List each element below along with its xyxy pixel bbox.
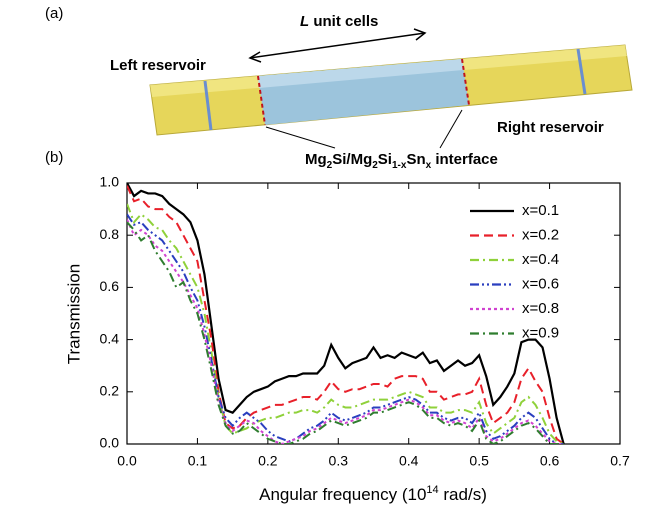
x-tick-label: 0.3 — [329, 453, 349, 469]
interface-sub: 2 — [372, 160, 378, 171]
x-tick-label: 0.2 — [258, 453, 278, 469]
y-tick-label: 1.0 — [100, 174, 120, 190]
length-text: unit cells — [313, 13, 378, 30]
x-label-part: Angular frequency (10 — [259, 485, 426, 504]
x-tick-label: 0.4 — [399, 453, 419, 469]
interface-part: Si/Mg — [332, 151, 372, 168]
legend-label: x=0.2 — [522, 226, 559, 243]
legend-label: x=0.1 — [522, 202, 559, 219]
x-axis-label: Angular frequency (1014 rad/s) — [259, 484, 487, 505]
series-line — [127, 213, 564, 444]
x-tick-label: 0.1 — [188, 453, 208, 469]
series-line — [127, 203, 565, 444]
y-tick-label: 0.2 — [100, 383, 120, 399]
y-tick-label: 0.0 — [100, 435, 120, 451]
interface-part: Sn — [406, 151, 425, 168]
plot: 0.0 0.1 0.2 0.3 0.4 0.5 0.6 0.7 0.0 0.2 0.4 0.6 0.8 1… — [100, 174, 630, 469]
x-label-sup: 14 — [426, 484, 438, 496]
interface-sub: 1-x — [392, 160, 407, 171]
interface-sub: x — [426, 160, 432, 171]
left-reservoir-label: Left reservoir — [110, 57, 206, 74]
x-tick-label: 0.5 — [469, 453, 489, 469]
interface-part: Mg — [305, 151, 327, 168]
x-label-part: rad/s) — [439, 485, 487, 504]
x-tick-label: 0.7 — [610, 453, 630, 469]
length-symbol: L — [300, 13, 309, 30]
y-axis-label: Transmission — [64, 264, 83, 364]
panel-label: (a) — [45, 5, 63, 22]
series-line — [127, 221, 564, 444]
legend-label: x=0.8 — [522, 300, 559, 317]
length-label: L unit cells — [300, 13, 378, 30]
x-tick-label: 0.0 — [117, 453, 137, 469]
interface-part: Si — [378, 151, 392, 168]
interface-sub: 2 — [327, 160, 333, 171]
legend-label: x=0.6 — [522, 275, 559, 292]
nanowire-illustration — [149, 44, 633, 136]
interface-part: interface — [431, 151, 498, 168]
legend-label: x=0.4 — [522, 251, 559, 268]
y-tick-label: 0.4 — [100, 330, 120, 346]
legend-label: x=0.9 — [522, 324, 559, 341]
chart-title: (b) — [45, 149, 63, 166]
interface-label: Mg2Si/Mg2Si1-xSnx interface — [305, 151, 498, 171]
x-tick-label: 0.6 — [540, 453, 560, 469]
series-line — [127, 183, 565, 444]
interface-pointers — [265, 109, 463, 149]
series-line — [127, 219, 564, 444]
length-arrow — [248, 28, 427, 63]
y-tick-label: 0.6 — [100, 278, 120, 294]
plot-frame — [126, 182, 621, 445]
series-line — [127, 185, 565, 444]
right-reservoir-label: Right reservoir — [497, 119, 604, 136]
y-tick-label: 0.8 — [100, 226, 120, 242]
